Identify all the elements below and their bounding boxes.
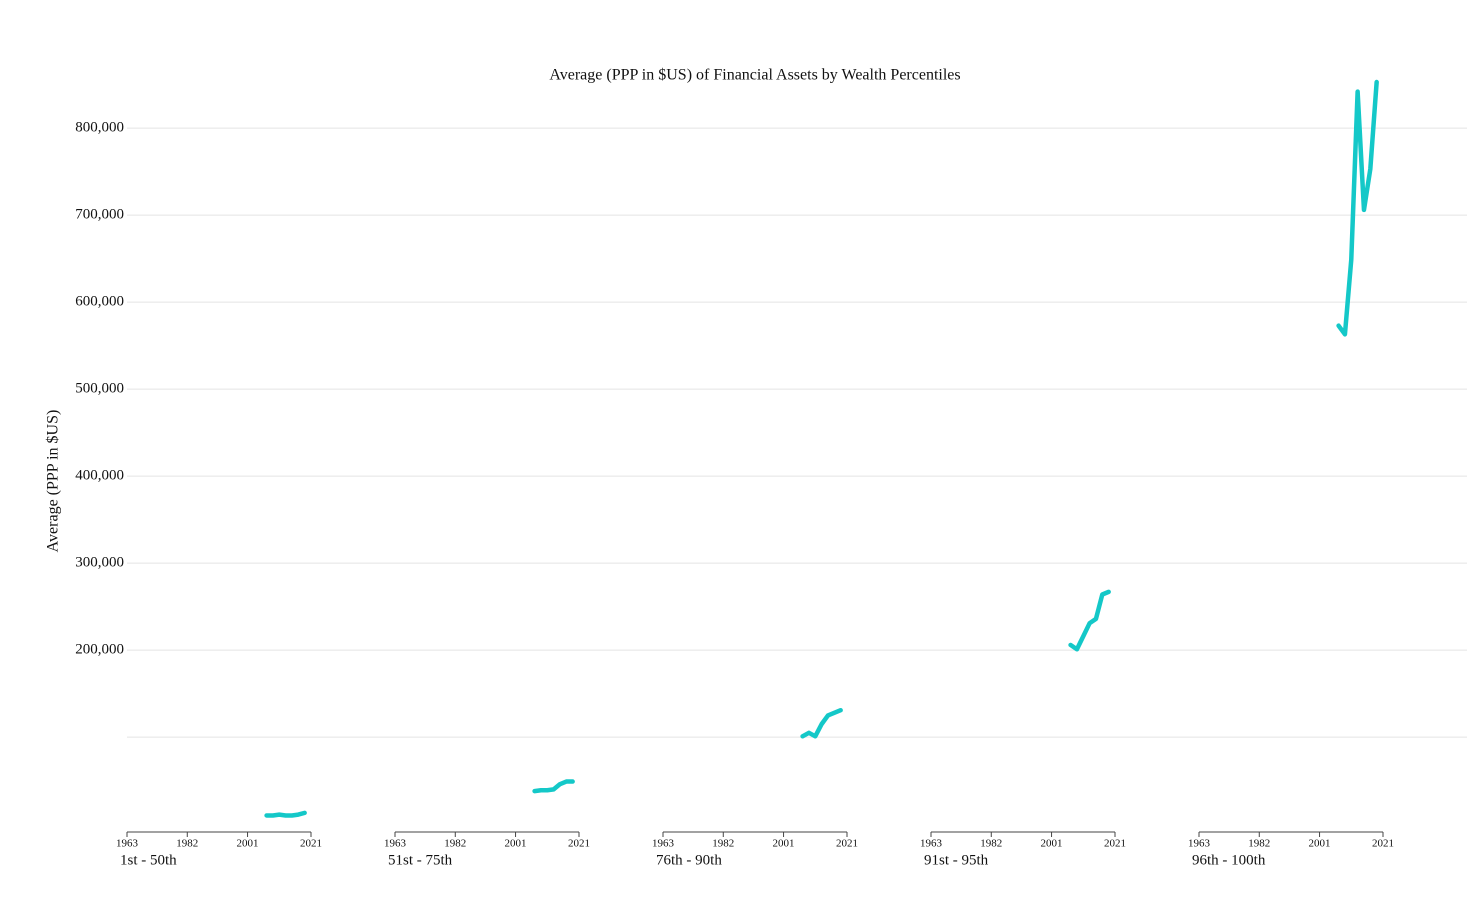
x-tick-label: 2021 [1372,838,1394,850]
x-tick-label: 1963 [384,838,407,850]
x-tick-label: 2021 [568,838,590,850]
data-line [1336,79,1379,337]
x-tick-label: 1982 [444,838,466,850]
x-tick-label: 2021 [1104,838,1126,850]
x-tick-label: 2001 [505,838,527,850]
y-tick-label: 700,000 [75,207,124,223]
x-tick-label: 2021 [300,838,322,850]
x-tick-label: 1963 [116,838,139,850]
chart-title: Average (PPP in $US) of Financial Assets… [549,67,960,84]
x-tick-label: 1963 [1188,838,1211,850]
x-tick-label: 2001 [1309,838,1331,850]
y-tick-label: 300,000 [75,555,124,571]
y-tick-label: 200,000 [75,642,124,658]
x-tick-label: 1963 [920,838,943,850]
x-tick-label: 2001 [237,838,259,850]
panel-label: 91st - 95th [924,852,989,868]
data-line [800,707,843,739]
y-tick-label: 800,000 [75,120,124,136]
data-line [264,810,307,818]
x-tick-label: 1982 [1248,838,1270,850]
y-tick-label: 600,000 [75,294,124,310]
x-tick-label: 2001 [773,838,795,850]
y-tick-label: 400,000 [75,468,124,484]
data-line [1068,589,1111,652]
y-tick-label: 500,000 [75,381,124,397]
x-tick-label: 1982 [712,838,734,850]
x-tick-label: 1982 [980,838,1002,850]
x-tick-label: 1982 [176,838,198,850]
panel-label: 1st - 50th [120,852,177,868]
panel-label: 51st - 75th [388,852,453,868]
x-tick-label: 1963 [652,838,675,850]
panel-label: 96th - 100th [1192,852,1266,868]
y-axis-title: Average (PPP in $US) [45,410,62,553]
x-tick-label: 2001 [1041,838,1063,850]
data-line [532,779,575,794]
x-tick-label: 2021 [836,838,858,850]
panel-label: 76th - 90th [656,852,722,868]
